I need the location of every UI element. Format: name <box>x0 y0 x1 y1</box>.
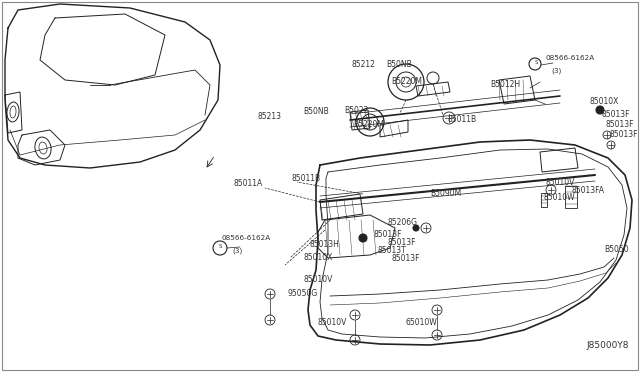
Text: B5022: B5022 <box>344 106 369 115</box>
Circle shape <box>413 225 419 231</box>
Text: (3): (3) <box>232 247 243 253</box>
Text: B5220M: B5220M <box>353 120 384 129</box>
Circle shape <box>596 106 604 114</box>
Text: B5012H: B5012H <box>490 80 520 89</box>
Text: 08566-6162A: 08566-6162A <box>545 55 595 61</box>
Text: 95050G: 95050G <box>287 289 317 298</box>
Text: 85213: 85213 <box>258 112 282 121</box>
Text: 85013H: 85013H <box>309 240 339 249</box>
Text: 85013F: 85013F <box>391 254 419 263</box>
Bar <box>541 193 547 207</box>
Text: B5050: B5050 <box>604 245 628 254</box>
Text: B50NB: B50NB <box>386 60 412 69</box>
Text: 85011A: 85011A <box>233 179 262 188</box>
Text: 85010V: 85010V <box>303 275 332 284</box>
Text: 85013FA: 85013FA <box>571 186 604 195</box>
Text: 85013T: 85013T <box>378 246 407 255</box>
Bar <box>565 186 577 208</box>
Text: 85011B: 85011B <box>447 115 476 124</box>
Text: 85013F: 85013F <box>387 238 415 247</box>
Text: (3): (3) <box>551 67 561 74</box>
Text: B5090M: B5090M <box>430 189 461 198</box>
Circle shape <box>359 234 367 242</box>
Text: 85212: 85212 <box>352 60 376 69</box>
Text: S: S <box>534 60 538 64</box>
Text: 85010V: 85010V <box>318 318 348 327</box>
Text: S: S <box>218 244 221 250</box>
Text: 85010X: 85010X <box>590 97 620 106</box>
Text: 65010W: 65010W <box>405 318 436 327</box>
Text: 85010X: 85010X <box>303 253 332 262</box>
Text: 85010V: 85010V <box>546 178 575 187</box>
Text: 85013F: 85013F <box>374 230 403 239</box>
Text: 85013F: 85013F <box>606 120 634 129</box>
Text: 85013F: 85013F <box>602 110 630 119</box>
Text: 85206G: 85206G <box>388 218 418 227</box>
Text: B5220M: B5220M <box>391 77 422 86</box>
Text: B50NB: B50NB <box>303 107 329 116</box>
Text: 85010W: 85010W <box>543 193 575 202</box>
Text: 85013F: 85013F <box>610 130 639 139</box>
Text: 85011B: 85011B <box>292 174 321 183</box>
Text: 08566-6162A: 08566-6162A <box>222 235 271 241</box>
Text: J85000Y8: J85000Y8 <box>586 341 628 350</box>
